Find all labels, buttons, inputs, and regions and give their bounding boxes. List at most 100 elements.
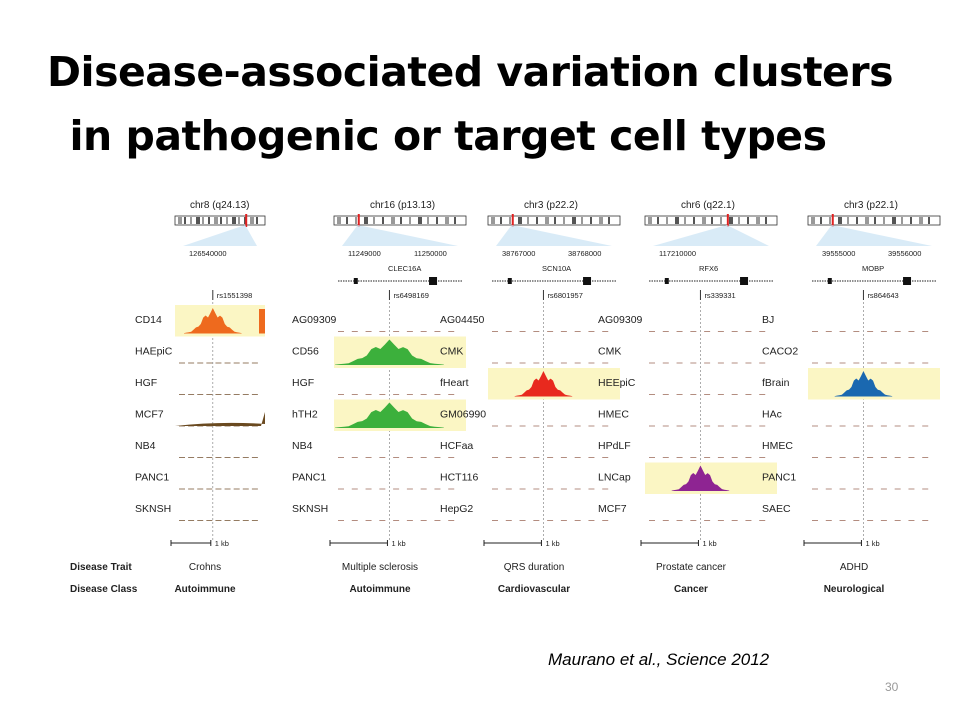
coordinate-start: 11249000 xyxy=(348,249,381,258)
cell-type-label: HAEpiC xyxy=(135,346,173,358)
ideogram-band xyxy=(599,217,603,224)
ideogram-band xyxy=(509,217,511,224)
ideogram-band xyxy=(648,217,652,224)
gene-exon xyxy=(740,277,749,285)
gene-exon xyxy=(507,278,512,284)
chromosome-label: chr6 (q22.1) xyxy=(681,200,735,211)
ideogram-band xyxy=(391,217,395,224)
zoom-wedge xyxy=(183,225,257,246)
ideogram-band xyxy=(202,217,204,224)
panels-layer: chr8 (q24.13) 126540000 rs1551398 CD14 HAEpi… xyxy=(135,200,941,595)
panel-1: chr8 (q24.13) 126540000 rs1551398 CD14 HAEpi… xyxy=(135,200,266,595)
ideogram-band xyxy=(184,217,186,224)
zoom-wedge xyxy=(653,225,769,246)
gene-label: RFX6 xyxy=(699,264,718,273)
ideogram-band xyxy=(693,217,695,224)
ideogram-band xyxy=(238,217,240,224)
cell-type-label: CD56 xyxy=(292,346,319,358)
ideogram-band xyxy=(400,217,402,224)
ideogram-band xyxy=(765,217,767,224)
ideogram-band xyxy=(910,217,912,224)
gene-label: SCN10A xyxy=(542,264,571,273)
ideogram-band xyxy=(445,217,449,224)
disease-class: Neurological xyxy=(824,584,885,595)
cell-type-label: HAc xyxy=(762,409,782,421)
cell-type-label: HCT116 xyxy=(440,472,478,484)
cell-type-label: HPdLF xyxy=(598,440,631,452)
cell-type-label: AG09309 xyxy=(598,314,643,326)
gene-label: CLEC16A xyxy=(388,264,421,273)
ideogram-band xyxy=(382,217,384,224)
scale-label: 1 kb xyxy=(702,539,716,548)
disease-trait: Multiple sclerosis xyxy=(342,562,418,573)
slide-title-line-1: Disease-associated variation clusters xyxy=(47,48,893,96)
cell-type-label: NB4 xyxy=(135,440,156,452)
cell-type-label: HMEC xyxy=(762,440,793,452)
accessibility-peak-edge xyxy=(259,309,265,334)
cell-type-label: CACO2 xyxy=(762,346,798,358)
ideogram-band xyxy=(684,217,686,224)
ideogram-band xyxy=(244,217,246,224)
ideogram-band xyxy=(226,217,228,224)
cell-type-label: SKNSH xyxy=(292,503,328,515)
accessibility-peak xyxy=(671,465,730,491)
coordinate-start: 126540000 xyxy=(189,249,227,258)
ideogram-locus-marker xyxy=(831,214,834,227)
coordinate-end: 38768000 xyxy=(568,249,601,258)
cell-type-label: NB4 xyxy=(292,440,313,452)
ideogram-band xyxy=(563,217,565,224)
gene-exon xyxy=(429,277,438,285)
ideogram-band xyxy=(491,217,495,224)
ideogram-band xyxy=(409,217,411,224)
ideogram-band xyxy=(373,217,375,224)
citation: Maurano et al., Science 2012 xyxy=(548,650,770,669)
chromosome-label: chr3 (p22.1) xyxy=(844,200,898,211)
disease-class-row-label: Disease Class xyxy=(70,584,138,595)
cell-type-label: HMEC xyxy=(598,409,629,421)
ideogram-band xyxy=(874,217,876,224)
ideogram-band xyxy=(355,217,357,224)
ideogram-band xyxy=(590,217,592,224)
ideogram-band xyxy=(720,217,722,224)
ideogram-band xyxy=(829,217,831,224)
ideogram-locus-marker xyxy=(245,214,248,227)
ideogram-band xyxy=(190,217,192,224)
cell-type-label: BJ xyxy=(762,314,774,326)
cell-type-label: HGF xyxy=(135,377,157,389)
gene-exon xyxy=(353,278,358,284)
ideogram-locus-marker xyxy=(511,214,514,227)
scale-label: 1 kb xyxy=(865,539,879,548)
ideogram-band xyxy=(865,217,869,224)
ideogram-band xyxy=(856,217,858,224)
ideogram-band xyxy=(811,217,815,224)
cell-type-label: MCF7 xyxy=(598,503,627,515)
gene-exon xyxy=(827,278,832,284)
ideogram-band xyxy=(232,217,236,224)
zoom-wedge xyxy=(342,225,458,246)
ideogram-band xyxy=(847,217,849,224)
ideogram-band xyxy=(256,217,258,224)
ideogram-band xyxy=(364,217,368,224)
coordinate-start: 38767000 xyxy=(502,249,535,258)
ideogram-band xyxy=(436,217,438,224)
slide-title-line-2: in pathogenic or target cell types xyxy=(69,112,827,160)
zoom-wedge xyxy=(496,225,612,246)
cell-type-label: LNCap xyxy=(598,472,631,484)
cell-type-label: HGF xyxy=(292,377,314,389)
panel-3: chr3 (p22.2) 38767000 38768000 SCN10A rs6801… xyxy=(440,200,621,595)
ideogram-band xyxy=(250,217,254,224)
cell-type-label: CMK xyxy=(440,346,463,358)
cell-type-label: SAEC xyxy=(762,503,791,515)
snp-label: rs1551398 xyxy=(217,291,252,300)
disease-trait: Crohns xyxy=(189,562,221,573)
ideogram-band xyxy=(178,217,182,224)
cell-type-label: fBrain xyxy=(762,377,790,389)
gene-exon xyxy=(903,277,912,285)
ideogram-band xyxy=(572,217,576,224)
cell-type-label: HepG2 xyxy=(440,503,473,515)
ideogram-band xyxy=(657,217,659,224)
ideogram-band xyxy=(738,217,740,224)
ideogram-band xyxy=(928,217,930,224)
